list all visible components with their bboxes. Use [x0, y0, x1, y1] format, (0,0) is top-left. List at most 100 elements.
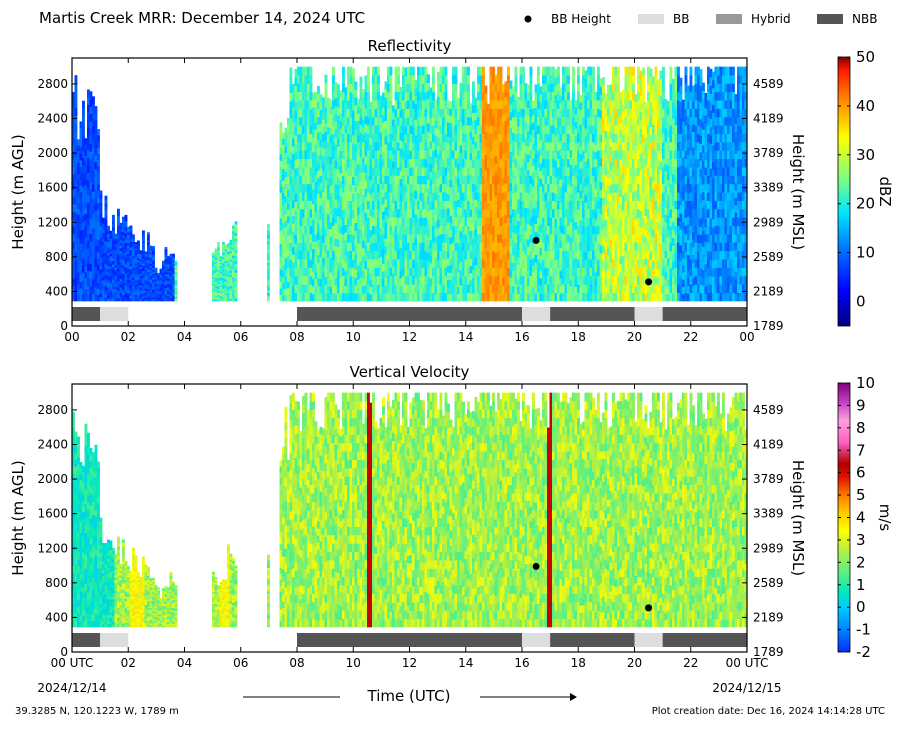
panelvel-xtick-label: 20: [627, 656, 642, 670]
panelvel-ytick-right-label: 3789: [753, 472, 784, 486]
panelvel-xtick-label: 00 UTC: [726, 656, 769, 670]
panelvel-class-bb: [100, 633, 128, 647]
panelrefl-xtick-label: 18: [571, 330, 586, 344]
panelrefl-ytick-right-label: 2189: [753, 284, 784, 298]
panelrefl-xtick-label: 12: [402, 330, 417, 344]
panelrefl-ytick-right-label: 4589: [753, 77, 784, 91]
legend-label-bb-height: BB Height: [551, 12, 611, 26]
panelrefl-ytick-label: 2400: [37, 112, 68, 126]
panelrefl-xtick-label: 06: [233, 330, 248, 344]
panelrefl-xtick-label: 08: [289, 330, 304, 344]
panelrefl-xtick-label: 16: [514, 330, 529, 344]
panelvel-class-bb: [635, 633, 663, 647]
panelvel-ytick-right-label: 4189: [753, 438, 784, 452]
panelvel-ytick-right-label: 4589: [753, 403, 784, 417]
panelvel-colorbar-tick-label: -1: [856, 621, 871, 639]
panelrefl-xtick-label: 14: [458, 330, 473, 344]
panelvel-xtick-label: 14: [458, 656, 473, 670]
panelvel-colorbar-tick-label: 1: [856, 576, 866, 594]
vertical-velocity-panel: Vertical Velocity04008001200160020002400…: [9, 363, 894, 670]
panelrefl-heatmap-cells: [72, 67, 747, 302]
panelvel-title: Vertical Velocity: [350, 363, 470, 381]
reflectivity-panel: Reflectivity0400800120016002000240028001…: [9, 37, 894, 344]
panelrefl-title: Reflectivity: [368, 37, 452, 55]
panelrefl-class-nbb: [663, 307, 747, 321]
panelrefl-bb-height-point-0: [533, 237, 540, 244]
panelvel-xtick-label: 22: [683, 656, 698, 670]
panelvel-ytick-right-label: 2989: [753, 541, 784, 555]
panelrefl-colorbar-label: dBZ: [876, 176, 894, 206]
panelvel-classification-strip: [72, 633, 747, 647]
panelvel-colorbar-tick-label: 5: [856, 486, 866, 504]
panelvel-ytick-label: 800: [45, 576, 68, 590]
panelrefl-ytick-right-label: 3389: [753, 181, 784, 195]
panelrefl-class-bb: [100, 307, 128, 321]
panelvel-xtick-label: 08: [289, 656, 304, 670]
panelvel-colorbar-tick-label: 3: [856, 531, 866, 549]
panelrefl-ytick-right-label: 3789: [753, 146, 784, 160]
panelrefl-colorbar-tick-label: 40: [856, 97, 875, 115]
panelvel-xtick-label: 06: [233, 656, 248, 670]
panelvel-xtick-label: 02: [121, 656, 136, 670]
panelrefl-ytick-right-label: 1789: [753, 319, 784, 333]
panelvel-colorbar-label: m/s: [876, 504, 894, 532]
panelvel-colorbar-tick-label: -2: [856, 643, 871, 661]
panelvel-xtick-label: 18: [571, 656, 586, 670]
panelvel-heatmap-cells: [72, 393, 747, 628]
panelvel-xtick-label: 16: [514, 656, 529, 670]
panelrefl-ylabel: Height (m AGL): [9, 134, 27, 249]
panelvel-class-bb: [522, 633, 550, 647]
panelrefl-class-bb: [522, 307, 550, 321]
legend-label-nbb: NBB: [852, 12, 877, 26]
legend-swatch-bb: [638, 14, 664, 24]
panelrefl-classification-strip: [72, 307, 747, 321]
panelrefl-colorbar-tick-label: 0: [856, 293, 866, 311]
panelvel-ytick-right-label: 3389: [753, 507, 784, 521]
panelrefl-ytick-label: 400: [45, 284, 68, 298]
panelvel-ytick-right-label: 2589: [753, 576, 784, 590]
panelvel-colorbar-tick-label: 7: [856, 441, 866, 459]
panelvel-class-nbb: [663, 633, 747, 647]
panelvel-ylabel-right: Height (m MSL): [789, 460, 807, 576]
panelrefl-xtick-label: 00: [739, 330, 754, 344]
panelrefl-class-nbb: [72, 307, 100, 321]
panelrefl-xtick-label: 10: [346, 330, 361, 344]
panelvel-class-nbb: [72, 633, 100, 647]
panelrefl-ytick-label: 1600: [37, 181, 68, 195]
panelrefl-class-bb: [635, 307, 663, 321]
panelrefl-xtick-label: 04: [177, 330, 192, 344]
panelrefl-colorbar: [838, 57, 850, 326]
legend-swatch-nbb: [817, 14, 843, 24]
date-start: 2024/12/14: [37, 681, 106, 695]
panelvel-class-nbb: [550, 633, 634, 647]
panelvel-colorbar-tick-label: 10: [856, 374, 875, 392]
legend-label-bb: BB: [673, 12, 689, 26]
x-axis-label: Time (UTC): [367, 687, 451, 705]
panelvel-colorbar-tick-label: 9: [856, 396, 866, 414]
panelrefl-bb-height-point-1: [645, 278, 652, 285]
panelvel-class-nbb: [297, 633, 522, 647]
panelrefl-ytick-label: 1200: [37, 215, 68, 229]
legend-bb-height-marker: [525, 16, 532, 23]
panelrefl-xtick-label: 02: [121, 330, 136, 344]
legend-label-hybrid: Hybrid: [751, 12, 791, 26]
panelvel-bb-height-point-0: [533, 563, 540, 570]
panelvel-xtick-label: 12: [402, 656, 417, 670]
panelrefl-xtick-label: 22: [683, 330, 698, 344]
panelvel-ytick-label: 2000: [37, 472, 68, 486]
panelvel-colorbar-tick-label: 8: [856, 419, 866, 437]
date-end: 2024/12/15: [712, 681, 781, 695]
panelrefl-xtick-label: 00: [64, 330, 79, 344]
panelvel-ytick-label: 1600: [37, 507, 68, 521]
panelrefl-class-nbb: [297, 307, 522, 321]
panelvel-colorbar-tick-label: 0: [856, 598, 866, 616]
panelvel-ytick-label: 2800: [37, 403, 68, 417]
panelvel-ytick-label: 400: [45, 610, 68, 624]
location-text: 39.3285 N, 120.1223 W, 1789 m: [15, 706, 179, 717]
panelrefl-colorbar-tick-label: 50: [856, 48, 875, 66]
panelvel-colorbar-tick-label: 2: [856, 553, 866, 571]
creation-date-text: Plot creation date: Dec 16, 2024 14:14:2…: [652, 706, 885, 717]
panelvel-ytick-label: 2400: [37, 438, 68, 452]
panelrefl-ytick-label: 2000: [37, 146, 68, 160]
